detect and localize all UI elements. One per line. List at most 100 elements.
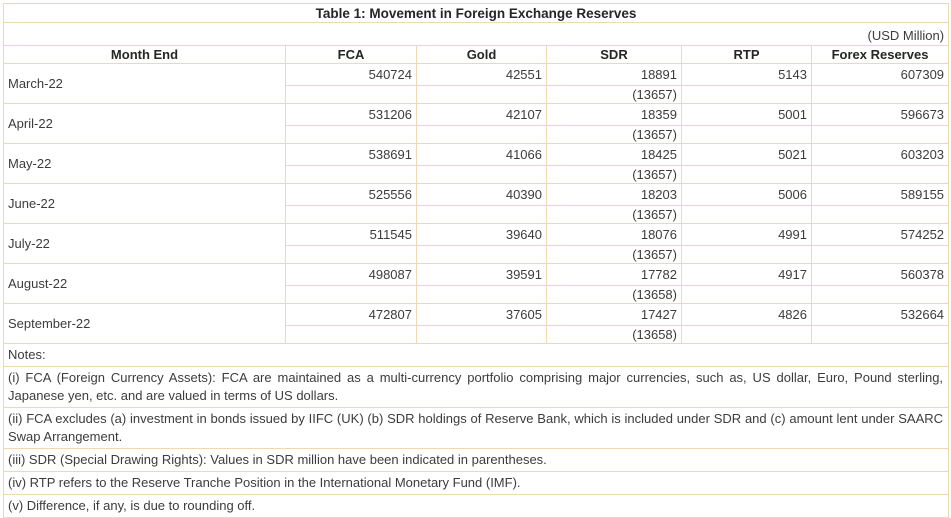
empty-cell bbox=[810, 205, 950, 224]
empty-cell bbox=[810, 125, 950, 144]
forex-value: 603203 bbox=[810, 143, 950, 166]
gold-value: 41066 bbox=[416, 143, 547, 166]
sdr-paren-value: (13657) bbox=[546, 125, 682, 144]
table-subrow: (13657) bbox=[4, 85, 950, 104]
gold-value: 40390 bbox=[416, 183, 547, 206]
note-i: (i) FCA (Foreign Currency Assets): FCA a… bbox=[2, 366, 950, 408]
note-row: (i) FCA (Foreign Currency Assets): FCA a… bbox=[2, 366, 950, 408]
sdr-paren-value: (13657) bbox=[546, 85, 682, 104]
empty-cell bbox=[416, 85, 547, 104]
empty-cell bbox=[681, 85, 812, 104]
month-label: May-22 bbox=[3, 143, 286, 184]
fca-value: 540724 bbox=[285, 63, 417, 86]
forex-value: 532664 bbox=[810, 303, 950, 326]
month-label: August-22 bbox=[3, 263, 286, 304]
gold-value: 42551 bbox=[416, 63, 547, 86]
notes-heading: Notes: bbox=[2, 343, 950, 367]
empty-cell bbox=[416, 285, 547, 304]
sdr-value: 17782 bbox=[546, 263, 682, 286]
empty-cell bbox=[681, 325, 812, 344]
empty-cell bbox=[810, 285, 950, 304]
month-label: June-22 bbox=[3, 183, 286, 224]
empty-cell bbox=[285, 325, 417, 344]
column-header-forex-reserves: Forex Reserves bbox=[810, 45, 950, 64]
empty-cell bbox=[810, 85, 950, 104]
sdr-value: 17427 bbox=[546, 303, 682, 326]
empty-cell bbox=[681, 165, 812, 184]
forex-value: 560378 bbox=[810, 263, 950, 286]
sdr-paren-value: (13657) bbox=[546, 205, 682, 224]
empty-cell bbox=[285, 205, 417, 224]
column-header-gold: Gold bbox=[416, 45, 547, 64]
rtp-value: 5006 bbox=[681, 183, 812, 206]
table-row: June-22 525556 40390 18203 5006 589155 bbox=[3, 183, 950, 224]
gold-value: 39640 bbox=[416, 223, 547, 246]
sdr-value: 18425 bbox=[546, 143, 682, 166]
fca-value: 531206 bbox=[285, 103, 417, 126]
month-label: April-22 bbox=[3, 103, 286, 144]
table-title: Table 1: Movement in Foreign Exchange Re… bbox=[2, 3, 950, 23]
table-subrow: (13657) bbox=[4, 205, 950, 224]
table-title-row: Table 1: Movement in Foreign Exchange Re… bbox=[2, 3, 950, 23]
note-row: (iii) SDR (Special Drawing Rights): Valu… bbox=[2, 448, 950, 472]
note-ii: (ii) FCA excludes (a) investment in bond… bbox=[2, 407, 950, 449]
empty-cell bbox=[285, 165, 417, 184]
rtp-value: 5001 bbox=[681, 103, 812, 126]
sdr-value: 18359 bbox=[546, 103, 682, 126]
unit-row: (USD Million) bbox=[2, 22, 950, 46]
empty-cell bbox=[810, 325, 950, 344]
sdr-value: 18076 bbox=[546, 223, 682, 246]
fca-value: 472807 bbox=[285, 303, 417, 326]
empty-cell bbox=[810, 245, 950, 264]
gold-value: 42107 bbox=[416, 103, 547, 126]
table-row: April-22 531206 42107 18359 5001 596673 bbox=[3, 103, 950, 144]
rtp-value: 5021 bbox=[681, 143, 812, 166]
empty-cell bbox=[416, 125, 547, 144]
fca-value: 538691 bbox=[285, 143, 417, 166]
note-iii: (iii) SDR (Special Drawing Rights): Valu… bbox=[2, 448, 950, 472]
sdr-paren-value: (13658) bbox=[546, 325, 682, 344]
notes-heading-row: Notes: bbox=[2, 343, 950, 367]
empty-cell bbox=[681, 125, 812, 144]
note-iv: (iv) RTP refers to the Reserve Tranche P… bbox=[2, 471, 950, 495]
empty-cell bbox=[285, 125, 417, 144]
note-row: (v) Difference, if any, is due to roundi… bbox=[2, 494, 950, 518]
table-subrow: (13658) bbox=[4, 325, 950, 344]
forex-reserves-table: Table 1: Movement in Foreign Exchange Re… bbox=[2, 3, 950, 518]
rtp-value: 4991 bbox=[681, 223, 812, 246]
empty-cell bbox=[285, 245, 417, 264]
forex-value: 607309 bbox=[810, 63, 950, 86]
month-label: March-22 bbox=[3, 63, 286, 104]
empty-cell bbox=[416, 205, 547, 224]
month-label: September-22 bbox=[3, 303, 286, 344]
empty-cell bbox=[285, 85, 417, 104]
table-row: March-22 540724 42551 18891 5143 607309 bbox=[3, 63, 950, 104]
table-subrow: (13657) bbox=[4, 245, 950, 264]
fca-value: 511545 bbox=[285, 223, 417, 246]
column-header-row: Month End FCA Gold SDR RTP Forex Reserve… bbox=[3, 45, 950, 64]
table-row: August-22 498087 39591 17782 4917 560378 bbox=[3, 263, 950, 304]
forex-value: 589155 bbox=[810, 183, 950, 206]
column-header-rtp: RTP bbox=[681, 45, 812, 64]
empty-cell bbox=[810, 165, 950, 184]
empty-cell bbox=[681, 205, 812, 224]
sdr-value: 18203 bbox=[546, 183, 682, 206]
note-row: (ii) FCA excludes (a) investment in bond… bbox=[2, 407, 950, 449]
forex-value: 574252 bbox=[810, 223, 950, 246]
table-row: July-22 511545 39640 18076 4991 574252 bbox=[3, 223, 950, 264]
fca-value: 525556 bbox=[285, 183, 417, 206]
forex-value: 596673 bbox=[810, 103, 950, 126]
gold-value: 37605 bbox=[416, 303, 547, 326]
sdr-paren-value: (13657) bbox=[546, 245, 682, 264]
sdr-paren-value: (13657) bbox=[546, 165, 682, 184]
empty-cell bbox=[416, 245, 547, 264]
empty-cell bbox=[416, 325, 547, 344]
gold-value: 39591 bbox=[416, 263, 547, 286]
note-row: (iv) RTP refers to the Reserve Tranche P… bbox=[2, 471, 950, 495]
column-header-month-end: Month End bbox=[3, 45, 286, 64]
sdr-value: 18891 bbox=[546, 63, 682, 86]
month-label: July-22 bbox=[3, 223, 286, 264]
empty-cell bbox=[416, 165, 547, 184]
fca-value: 498087 bbox=[285, 263, 417, 286]
rtp-value: 4917 bbox=[681, 263, 812, 286]
